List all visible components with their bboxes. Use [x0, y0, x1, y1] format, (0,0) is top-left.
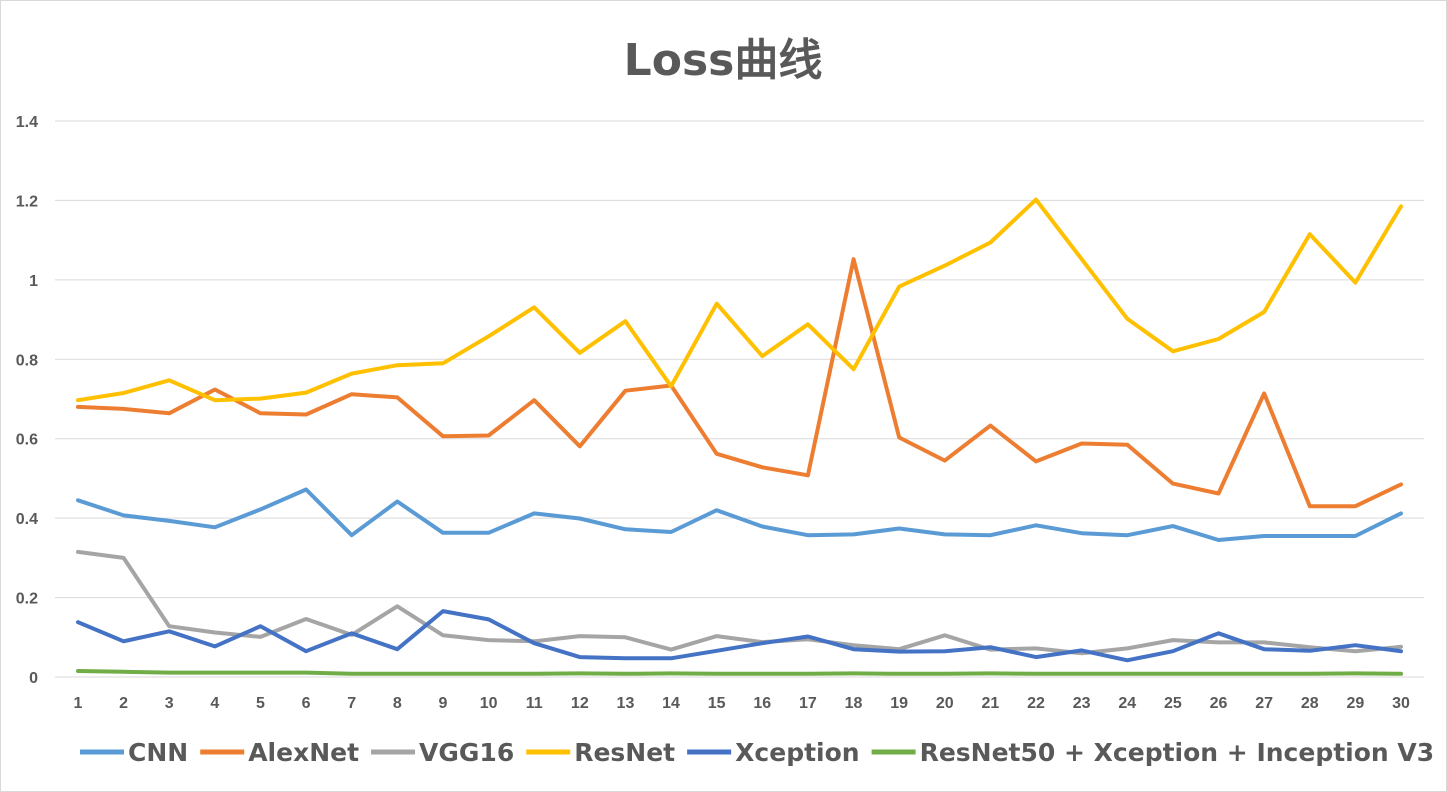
series-lines — [76, 197, 1403, 676]
series-line-resnet50-xception-inception-v3 — [76, 669, 1403, 676]
x-tick-label: 22 — [1027, 695, 1045, 712]
x-tick-label: 10 — [480, 695, 498, 712]
x-tick-label: 5 — [256, 695, 265, 712]
legend-label: ResNet — [574, 738, 675, 767]
x-tick-label: 9 — [439, 695, 448, 712]
legend-label: CNN — [128, 738, 188, 767]
x-tick-label: 30 — [1392, 695, 1410, 712]
y-tick-label: 1.2 — [16, 193, 38, 210]
x-tick-label: 8 — [393, 695, 402, 712]
x-axis-ticks: 1 2 3 4 5 6 7 8 9 10 11 12 13 14 15 16 17 18 19 20 21 22 23 24 2… — [74, 695, 1410, 712]
x-tick-label: 27 — [1255, 695, 1273, 712]
y-tick-label: 1.4 — [16, 114, 38, 131]
x-tick-label: 2 — [119, 695, 128, 712]
x-tick-label: 13 — [617, 695, 635, 712]
x-tick-label: 20 — [936, 695, 954, 712]
x-tick-label: 19 — [890, 695, 908, 712]
y-tick-label: 0.6 — [16, 432, 38, 449]
y-tick-label: 0.4 — [16, 511, 38, 528]
x-tick-label: 26 — [1210, 695, 1228, 712]
x-tick-label: 4 — [210, 695, 219, 712]
y-tick-label: 1 — [29, 273, 38, 290]
y-tick-label: 0 — [29, 670, 38, 687]
series-line-vgg16 — [76, 549, 1403, 656]
x-tick-label: 23 — [1073, 695, 1091, 712]
series-line-cnn — [76, 487, 1403, 542]
gridlines — [55, 120, 1424, 678]
series-line-resnet — [76, 197, 1403, 403]
x-tick-label: 29 — [1346, 695, 1364, 712]
x-tick-label: 24 — [1118, 695, 1136, 712]
x-tick-label: 14 — [662, 695, 680, 712]
y-tick-label: 0.2 — [16, 591, 38, 608]
legend-label: Xception — [735, 738, 859, 767]
x-tick-label: 17 — [799, 695, 817, 712]
series-line-alexnet — [76, 257, 1403, 509]
x-tick-label: 28 — [1301, 695, 1319, 712]
x-tick-label: 7 — [347, 695, 356, 712]
x-tick-label: 1 — [74, 695, 83, 712]
x-tick-label: 3 — [165, 695, 174, 712]
x-tick-label: 12 — [571, 695, 589, 712]
y-axis-ticks: 0 0.2 0.4 0.6 0.8 1 1.2 1.4 — [16, 114, 38, 687]
series-line-xception — [76, 609, 1403, 663]
chart-title: Loss曲线 — [624, 35, 823, 86]
x-tick-label: 25 — [1164, 695, 1182, 712]
x-tick-label: 11 — [526, 695, 543, 712]
x-tick-label: 6 — [302, 695, 311, 712]
legend-label: AlexNet — [248, 738, 359, 767]
x-tick-label: 16 — [753, 695, 771, 712]
x-tick-label: 15 — [708, 695, 726, 712]
legend-label: ResNet50 + Xception + Inception V3 — [920, 738, 1435, 767]
x-tick-label: 18 — [845, 695, 863, 712]
x-tick-label: 21 — [982, 695, 1000, 712]
legend: CNN AlexNet VGG16 ResNet Xception ResNet50 + … — [80, 738, 1434, 767]
y-tick-label: 0.8 — [16, 352, 38, 369]
legend-label: VGG16 — [419, 738, 514, 767]
